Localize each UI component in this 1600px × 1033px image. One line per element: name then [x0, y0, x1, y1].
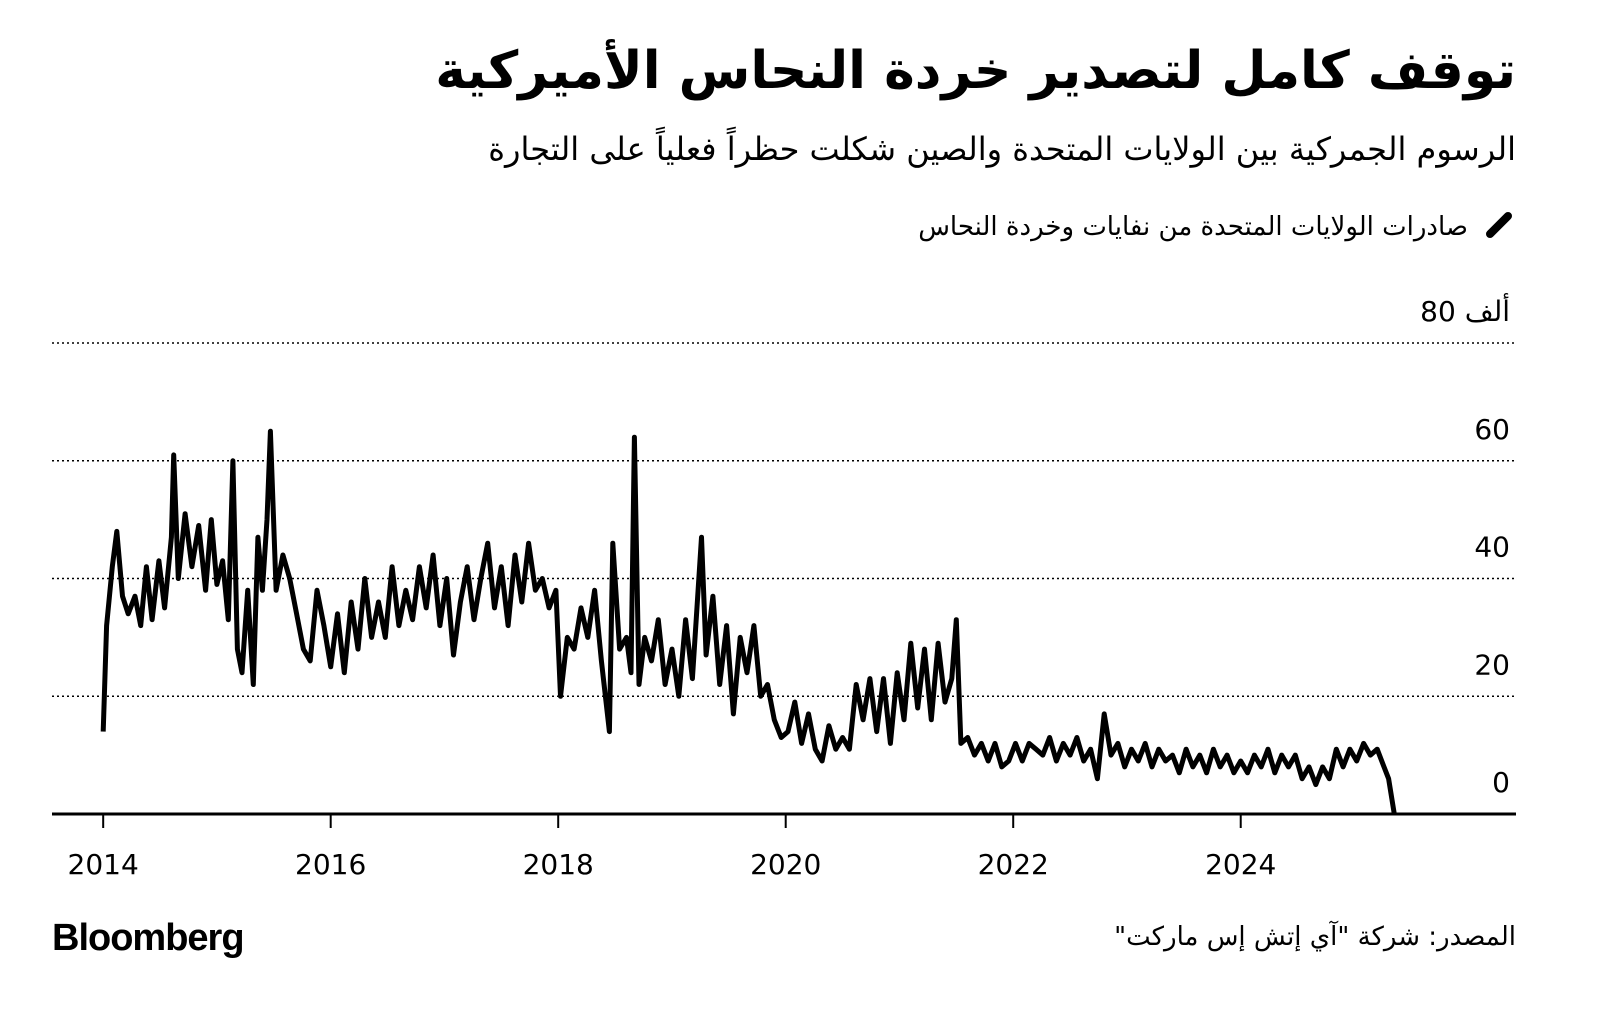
x-tick-label: 2020: [750, 848, 821, 881]
y-tick-label: 60: [1474, 413, 1510, 446]
legend-label: صادرات الولايات المتحدة من نفايات وخردة …: [918, 212, 1468, 242]
source: المصدر: شركة "آي إتش إس ماركت": [1114, 920, 1516, 952]
brand-logo: Bloomberg: [52, 917, 244, 959]
x-tick-label: 2016: [295, 848, 366, 881]
x-tick-label: 2022: [978, 848, 1049, 881]
chart-title: توقف كامل لتصدير خردة النحاس الأميركية: [435, 38, 1516, 101]
y-tick-label: 80 ألف: [1420, 292, 1510, 328]
y-tick-label: 40: [1474, 531, 1510, 564]
data-line: [100, 428, 1397, 815]
chart-subtitle: الرسوم الجمركية بين الولايات المتحدة وال…: [488, 126, 1516, 168]
y-tick-label: 0: [1492, 766, 1510, 799]
y-tick-label: 20: [1474, 648, 1510, 681]
legend-swatch: [1486, 212, 1512, 238]
x-tick-label: 2014: [68, 848, 139, 881]
x-tick-label: 2018: [523, 848, 594, 881]
x-tick-label: 2024: [1205, 848, 1276, 881]
